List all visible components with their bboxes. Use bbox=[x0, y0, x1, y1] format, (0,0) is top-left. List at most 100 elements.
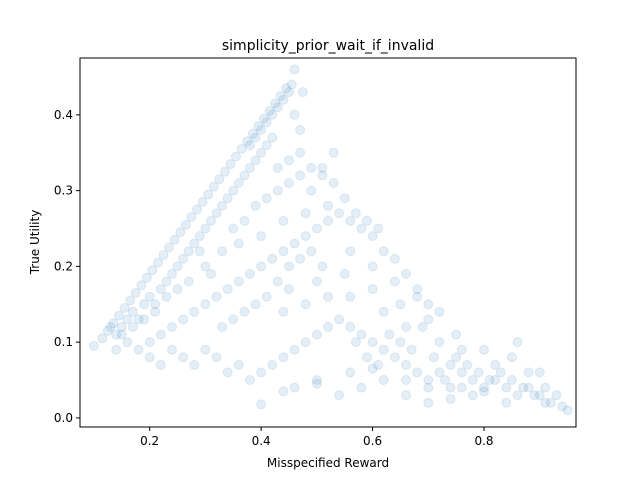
scatter-point bbox=[219, 166, 230, 177]
scatter-point bbox=[111, 344, 122, 355]
scatter-point bbox=[272, 276, 283, 287]
scatter-point bbox=[490, 375, 501, 385]
scatter-point bbox=[267, 109, 278, 120]
scatter-point bbox=[130, 287, 141, 298]
scatter-point bbox=[275, 90, 286, 101]
scatter-point bbox=[412, 284, 423, 295]
scatter-point bbox=[189, 359, 200, 370]
scatter-point bbox=[401, 390, 411, 401]
scatter-point bbox=[122, 314, 133, 325]
scatter-point bbox=[323, 200, 333, 211]
scatter-point bbox=[428, 352, 439, 363]
scatter-point bbox=[194, 246, 205, 257]
scatter-point bbox=[258, 113, 269, 124]
scatter-point bbox=[256, 399, 267, 410]
scatter-point bbox=[256, 231, 267, 242]
scatter-point bbox=[295, 253, 306, 264]
scatter-point bbox=[155, 359, 166, 370]
scatter-point bbox=[328, 147, 339, 158]
scatter-point bbox=[267, 359, 278, 370]
scatter-point bbox=[423, 397, 434, 408]
scatter-point bbox=[136, 280, 147, 291]
scatter-point bbox=[345, 322, 356, 332]
scatter-point bbox=[225, 159, 236, 170]
scatter-point bbox=[144, 337, 155, 348]
scatter-point bbox=[172, 284, 183, 295]
scatter-point bbox=[284, 261, 294, 272]
scatter-point bbox=[105, 322, 116, 332]
scatter-point bbox=[114, 310, 124, 321]
scatter-point bbox=[206, 268, 216, 279]
scatter-point bbox=[108, 318, 119, 329]
scatter-point bbox=[389, 352, 400, 363]
scatter-point bbox=[345, 367, 356, 378]
scatter-point bbox=[295, 170, 306, 181]
scatter-point bbox=[356, 223, 367, 234]
scatter-point bbox=[311, 223, 322, 234]
scatter-point bbox=[158, 250, 169, 260]
scatter-point bbox=[401, 375, 411, 385]
scatter-point bbox=[272, 185, 283, 196]
scatter-point bbox=[281, 83, 292, 94]
scatter-point bbox=[278, 386, 289, 397]
scatter-point bbox=[412, 291, 423, 302]
scatter-point bbox=[423, 299, 434, 310]
scatter-point bbox=[250, 200, 261, 211]
scatter-point bbox=[264, 106, 275, 116]
scatter-point bbox=[328, 178, 339, 188]
scatter-point bbox=[133, 314, 144, 325]
scatter-point bbox=[323, 291, 333, 302]
scatter-point bbox=[367, 261, 378, 272]
scatter-point bbox=[311, 276, 322, 287]
scatter-point bbox=[278, 215, 289, 226]
scatter-point bbox=[506, 352, 517, 363]
scatter-point bbox=[345, 291, 356, 302]
scatter-point bbox=[345, 215, 356, 226]
scatter-point bbox=[545, 397, 556, 408]
scatter-point bbox=[451, 352, 462, 363]
scatter-point bbox=[211, 352, 222, 363]
scatter-point bbox=[412, 367, 423, 378]
scatter-point bbox=[440, 375, 450, 385]
scatter-point bbox=[183, 276, 194, 287]
scatter-point bbox=[417, 322, 428, 332]
scatter-point bbox=[473, 367, 484, 378]
scatter-point bbox=[562, 405, 573, 416]
scatter-point bbox=[233, 276, 244, 287]
scatter-point bbox=[167, 344, 177, 355]
scatter-point bbox=[423, 314, 434, 325]
scatter-point bbox=[350, 337, 361, 348]
scatter-point bbox=[261, 291, 272, 302]
scatter-point bbox=[161, 276, 172, 287]
scatter-point bbox=[178, 253, 189, 264]
x-tick-label: 0.8 bbox=[474, 434, 493, 448]
scatter-point bbox=[270, 98, 281, 109]
scatter-point bbox=[311, 329, 322, 340]
scatter-point bbox=[401, 268, 411, 279]
scatter-point bbox=[378, 306, 389, 317]
x-tick-label: 0.6 bbox=[363, 434, 382, 448]
scatter-point bbox=[189, 306, 200, 317]
scatter-point bbox=[490, 359, 501, 370]
scatter-point bbox=[300, 231, 311, 242]
scatter-point bbox=[127, 306, 138, 317]
scatter-point bbox=[378, 344, 389, 355]
y-axis-label: True Utility bbox=[28, 210, 42, 276]
scatter-point bbox=[178, 314, 189, 325]
scatter-point bbox=[300, 299, 311, 310]
scatter-point bbox=[147, 265, 158, 276]
scatter-point bbox=[183, 246, 194, 257]
scatter-point bbox=[395, 299, 406, 310]
scatter-point bbox=[434, 306, 445, 317]
scatter-point bbox=[295, 125, 306, 135]
scatter-point bbox=[242, 136, 253, 147]
y-tick-label: 0.2 bbox=[54, 259, 73, 273]
x-axis-label: Misspecified Reward bbox=[267, 456, 389, 470]
scatter-point bbox=[311, 378, 322, 389]
scatter-point bbox=[367, 231, 378, 242]
scatter-point bbox=[300, 337, 311, 348]
scatter-point bbox=[512, 337, 523, 348]
scatter-point bbox=[306, 246, 317, 257]
scatter-point bbox=[373, 359, 384, 370]
scatter-point bbox=[119, 303, 130, 313]
